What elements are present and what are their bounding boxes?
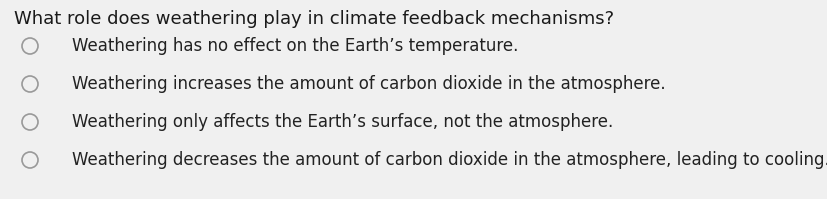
Text: Weathering increases the amount of carbon dioxide in the atmosphere.: Weathering increases the amount of carbo… <box>72 75 666 93</box>
Text: Weathering decreases the amount of carbon dioxide in the atmosphere, leading to : Weathering decreases the amount of carbo… <box>72 151 827 169</box>
Text: Weathering only affects the Earth’s surface, not the atmosphere.: Weathering only affects the Earth’s surf… <box>72 113 614 131</box>
Text: What role does weathering play in climate feedback mechanisms?: What role does weathering play in climat… <box>14 10 614 28</box>
Text: Weathering has no effect on the Earth’s temperature.: Weathering has no effect on the Earth’s … <box>72 37 519 55</box>
